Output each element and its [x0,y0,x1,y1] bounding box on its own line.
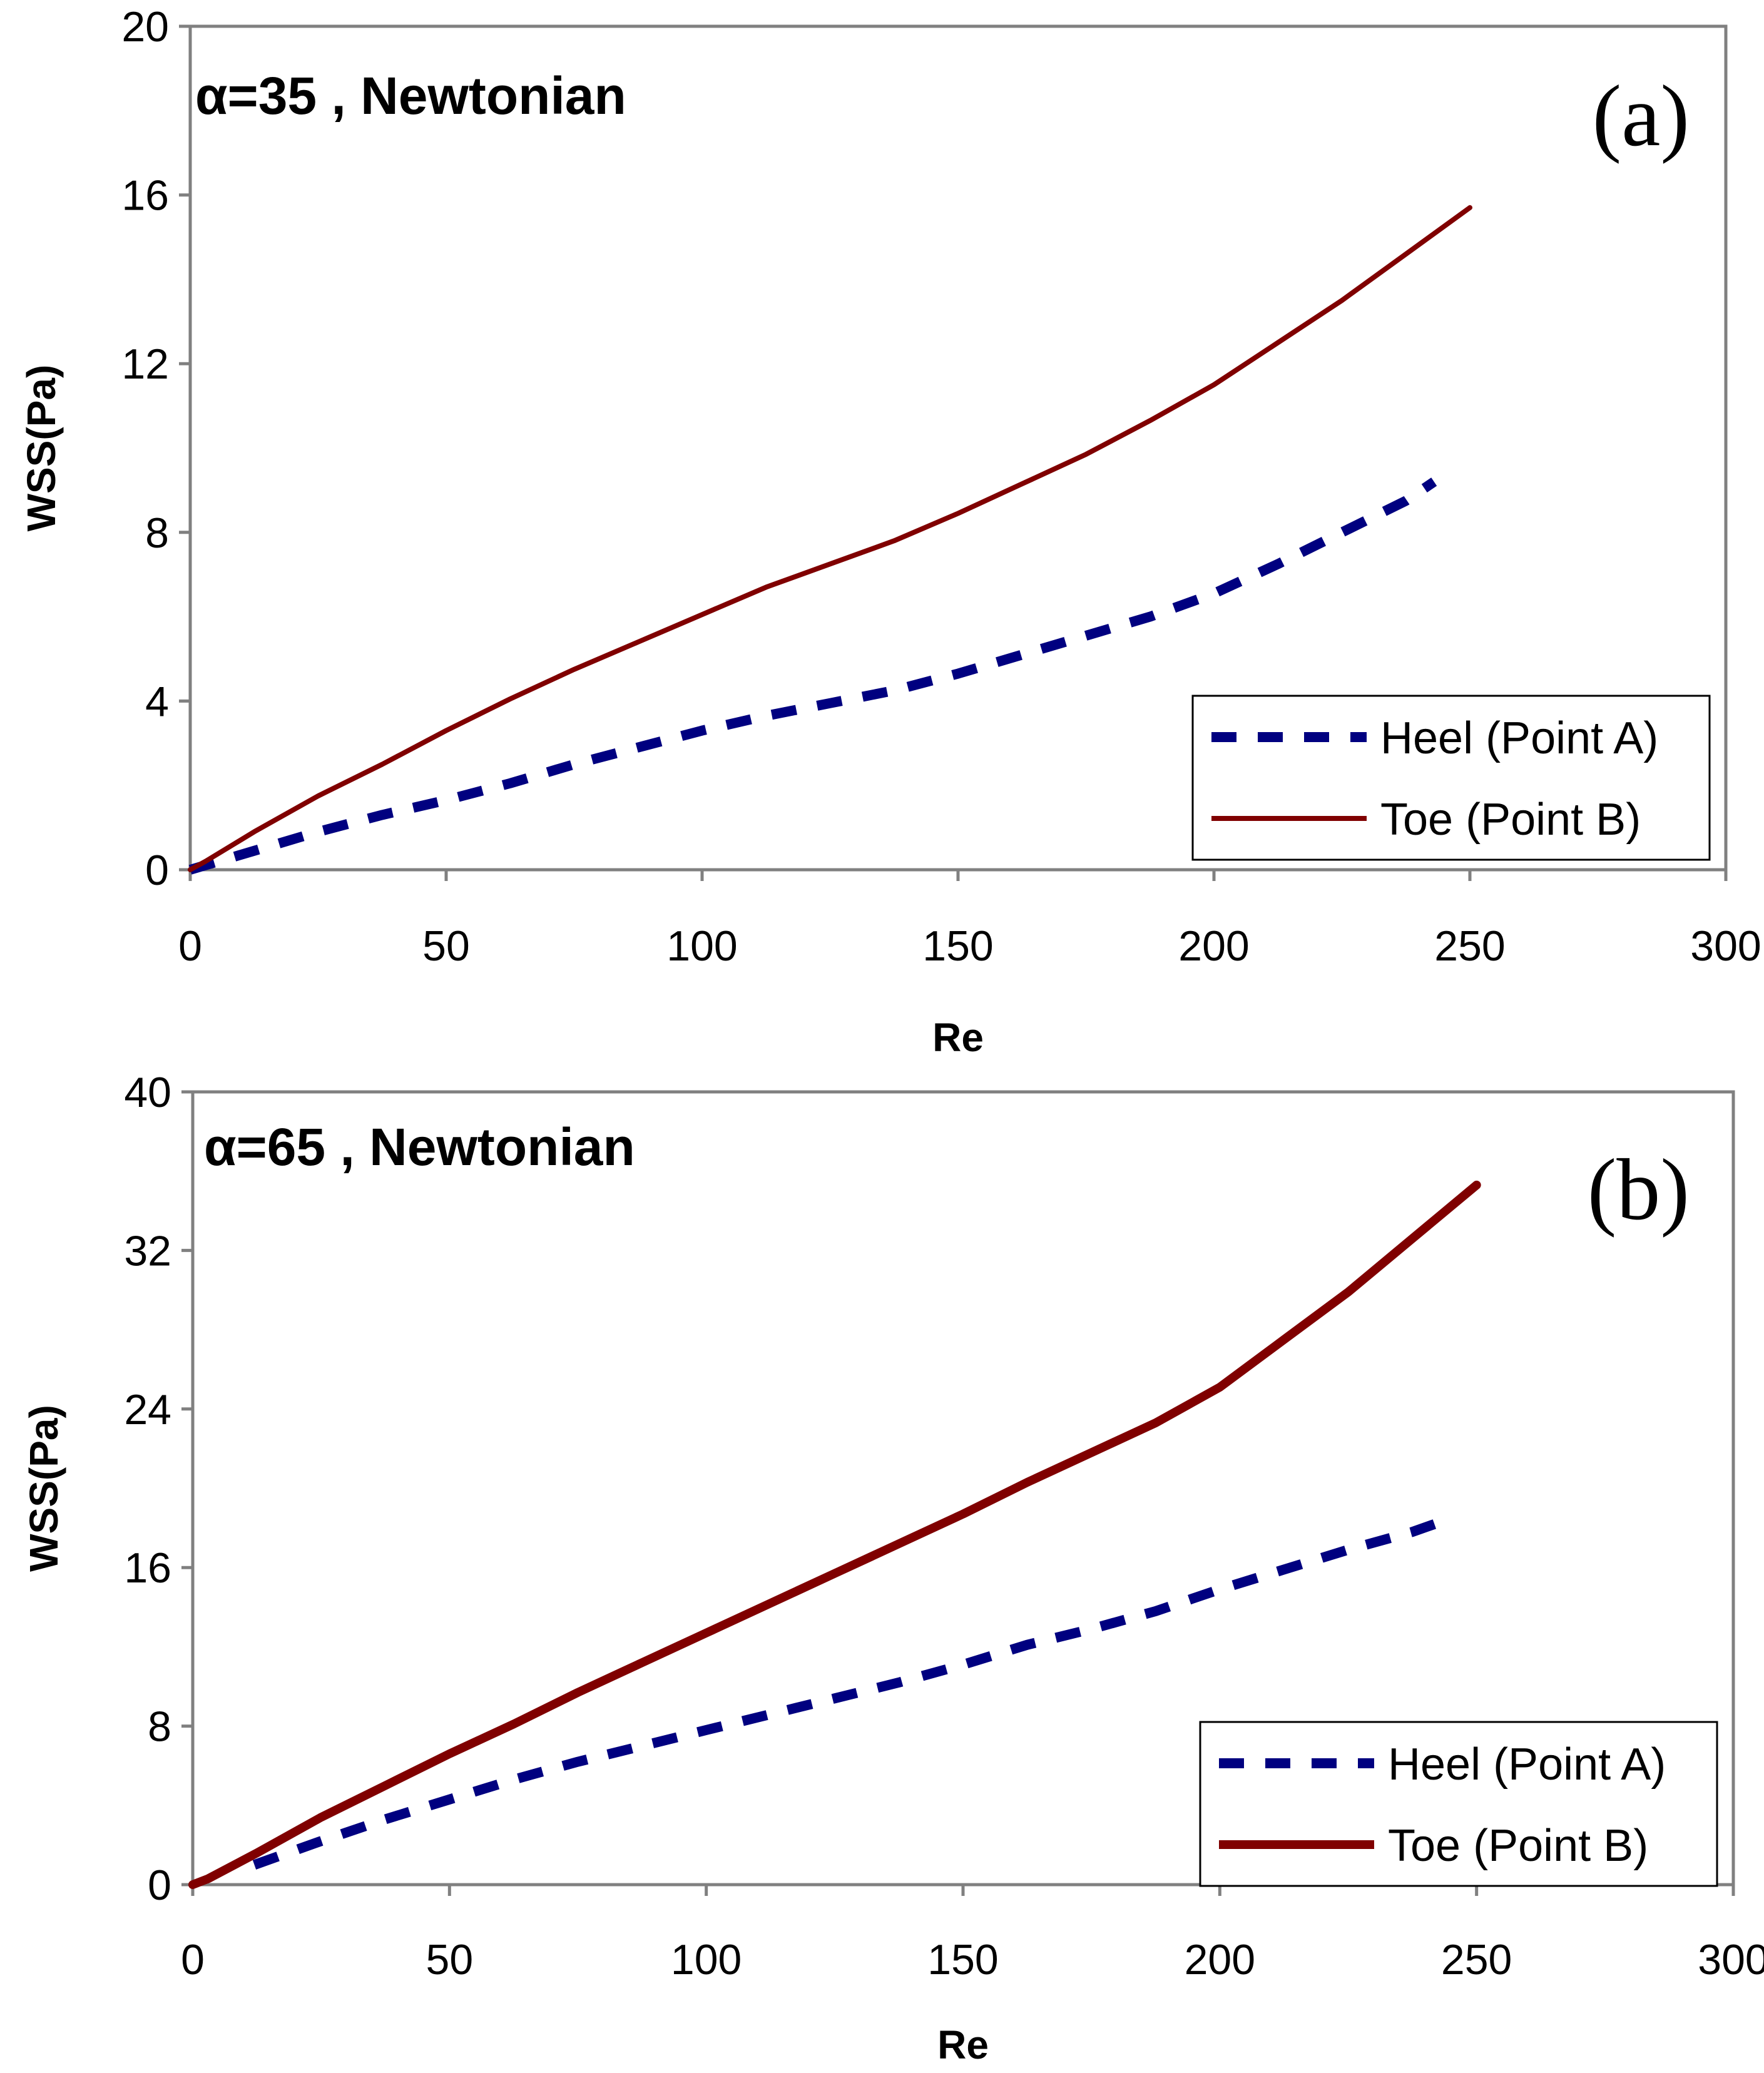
y-tick-label: 40 [124,1069,171,1116]
x-tick-label: 300 [1690,922,1761,970]
x-tick-label: 250 [1441,1936,1512,1984]
legend-label: Heel (Point A) [1380,713,1658,763]
series-line-toe [188,205,1472,872]
x-axis-title: Re [937,2022,989,2067]
x-tick-label: 150 [927,1936,998,1984]
x-tick-label: 250 [1434,922,1505,970]
x-tick-label: 200 [1178,922,1249,970]
series-line-heel [188,477,1437,875]
x-tick-label: 150 [922,922,993,970]
x-tick-label: 100 [671,1936,742,1984]
chart-annotation: α=35 , Newtonian [195,66,626,125]
chart-annotation: α=65 , Newtonian [204,1118,635,1176]
x-axis-title: Re [932,1015,984,1060]
legend-label: Toe (Point B) [1388,1821,1648,1871]
x-tick-label: 200 [1185,1936,1255,1984]
x-tick-label: 100 [666,922,737,970]
y-tick-label: 0 [145,847,169,894]
y-tick-label: 8 [148,1703,171,1751]
y-tick-label: 0 [148,1862,171,1909]
y-tick-label: 8 [145,509,169,557]
legend-label: Heel (Point A) [1388,1739,1666,1790]
y-tick-label: 24 [124,1386,171,1434]
series-line-toe [188,1180,1481,1889]
y-tick-label: 16 [124,1544,171,1592]
y-tick-label: 20 [121,3,169,51]
y-tick-label: 12 [121,340,169,388]
x-tick-label: 300 [1698,1936,1764,1984]
y-tick-label: 16 [121,172,169,220]
panel-label: (a) [1593,68,1690,165]
panel-label: (b) [1588,1141,1690,1238]
x-tick-label: 50 [422,922,470,970]
legend-label: Toe (Point B) [1380,795,1641,845]
x-tick-label: 0 [181,1936,205,1984]
chart-panel-b: 0 8 16 24 32 40 0 50 100 150 200 250 300 Re WSS(Pa) α=6… [21,1069,1764,2067]
x-tick-label: 0 [178,922,202,970]
legend: Heel (Point A) Toe (Point B) [1199,1721,1718,1887]
legend: Heel (Point A) Toe (Point B) [1191,695,1711,861]
legend-box [1191,695,1711,861]
legend-box [1199,1721,1718,1887]
x-tick-label: 50 [426,1936,474,1984]
y-axis-title: WSS(Pa) [21,1405,66,1572]
y-axis-title: WSS(Pa) [19,365,64,532]
y-tick-label: 32 [124,1227,171,1275]
y-tick-label: 4 [145,678,169,725]
